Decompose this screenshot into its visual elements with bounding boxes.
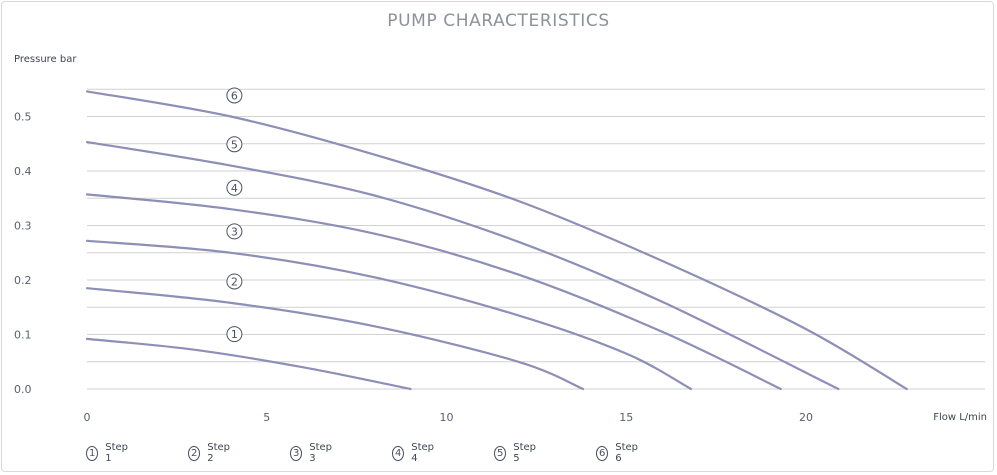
legend-badge: 2 [188,445,201,461]
curve-badge-step-2: 2 [226,273,243,290]
y-tick-label: 0.4 [14,165,32,178]
series-line-step-3 [85,239,693,391]
y-tick-label: 0.1 [14,329,32,342]
x-tick-label: 5 [263,411,270,424]
series-line-step-2 [85,287,585,391]
curve-badge-circle [226,179,243,196]
legend-badge: 5 [494,445,507,461]
curve-badge-number: 1 [231,328,238,341]
y-tick-label: 0.3 [14,220,32,233]
curve-badge-circle [226,273,243,290]
y-tick-label: 0.0 [14,383,32,396]
legend-badge: 4 [392,445,405,461]
y-axis-label: Pressure bar [14,54,77,65]
x-tick-label: 20 [799,411,813,424]
curve-badge-circle [226,326,243,343]
curve-badge-number: 2 [231,275,238,288]
curve-badge-number: 4 [231,182,238,195]
legend-item-step-2: 2 Step 2 [188,442,233,464]
y-tick-labels: 0.0 0.1 0.2 0.3 0.4 0.5 [14,111,32,397]
curve-badge-step-1: 1 [226,326,243,343]
curve-badge-step-4: 4 [226,179,243,196]
y-tick-label: 0.2 [14,274,32,287]
curve-badge-step-5: 5 [226,136,243,153]
curve-badge-step-3: 3 [226,223,243,240]
curve-badge-circle [226,136,243,153]
legend-badge: 1 [86,445,99,461]
series-line-step-5 [85,141,840,391]
legend-label: Step 5 [513,442,537,464]
x-axis-label: Flow L/min [933,412,987,423]
legend-item-step-6: 6 Step 6 [596,442,641,464]
legend-item-step-1: 1 Step 1 [86,442,131,464]
curve-badge-circle [226,223,243,240]
legend-item-step-4: 4 Step 4 [392,442,437,464]
curve-badge-step-6: 6 [226,87,243,104]
legend-item-step-3: 3 Step 3 [290,442,335,464]
legend-label: Step 2 [207,442,231,464]
legend-label: Step 6 [615,442,639,464]
x-tick-labels: 0 5 10 15 20 [84,411,814,424]
curve-step-badges: 1 2 3 4 5 6 [226,87,243,343]
series-line-step-1 [85,337,412,391]
x-tick-label: 15 [619,411,633,424]
curve-badge-number: 3 [231,225,238,238]
x-tick-label: 10 [440,411,454,424]
legend-label: Step 1 [105,442,129,464]
series-line-step-4 [85,193,782,391]
curve-badge-number: 5 [231,138,238,151]
series-line-step-6 [85,90,908,391]
legend-label: Step 3 [309,442,333,464]
grid-lines [87,88,985,390]
legend-badge: 3 [290,445,303,461]
legend-label: Step 4 [411,442,435,464]
x-tick-label: 0 [84,411,91,424]
legend-item-step-5: 5 Step 5 [494,442,539,464]
legend-badge: 6 [596,445,609,461]
y-tick-label: 0.5 [14,111,32,124]
curve-badge-circle [226,87,243,104]
chart-title: PUMP CHARACTERISTICS [387,11,610,31]
curve-badge-number: 6 [231,89,238,102]
series-lines [85,90,908,391]
